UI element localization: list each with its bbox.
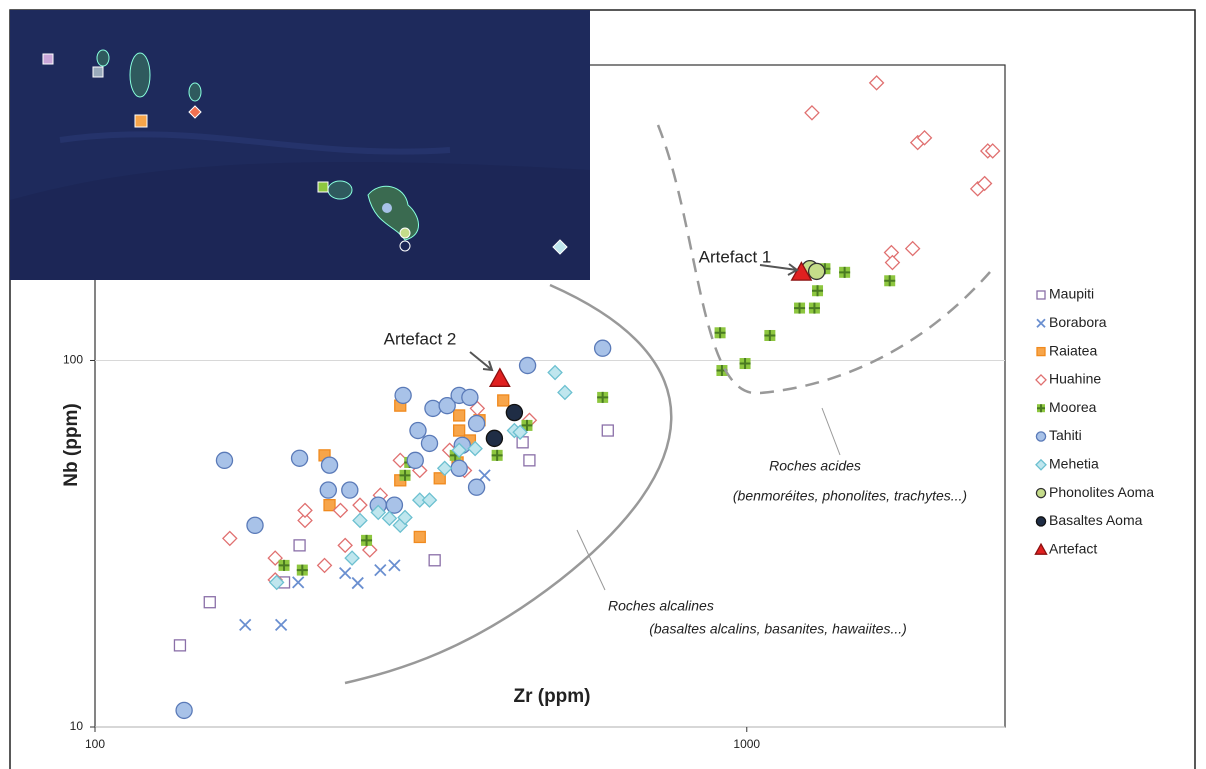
point bbox=[414, 531, 425, 542]
point bbox=[469, 415, 485, 431]
point bbox=[216, 452, 232, 468]
island bbox=[189, 83, 201, 101]
legend-label: Basaltes Aoma bbox=[1049, 512, 1143, 528]
map-inset bbox=[10, 10, 590, 280]
legend-label: Artefact bbox=[1049, 540, 1097, 556]
point bbox=[247, 517, 263, 533]
legend-label: Tahiti bbox=[1049, 427, 1082, 443]
legend-marker bbox=[1036, 489, 1045, 498]
point bbox=[292, 450, 308, 466]
point bbox=[486, 430, 502, 446]
legend-marker bbox=[1036, 432, 1045, 441]
map-marker bbox=[382, 203, 392, 213]
point bbox=[294, 540, 305, 551]
legend-label: Borabora bbox=[1049, 314, 1107, 330]
y-tick-label: 100 bbox=[63, 353, 83, 367]
point bbox=[407, 452, 423, 468]
point bbox=[595, 340, 611, 356]
point bbox=[794, 303, 805, 314]
y-axis-title: Nb (ppm) bbox=[61, 403, 82, 486]
point bbox=[361, 535, 372, 546]
point bbox=[740, 358, 751, 369]
point bbox=[395, 387, 411, 403]
legend-marker bbox=[1037, 291, 1045, 299]
legend-marker bbox=[1037, 348, 1045, 356]
map-marker bbox=[135, 115, 147, 127]
legend-label: Moorea bbox=[1049, 399, 1097, 415]
chart: Zr (ppm) Nb (ppm) Artefact 1 Artefact 2 … bbox=[0, 0, 1206, 769]
x-tick-label: 1000 bbox=[733, 737, 760, 751]
point bbox=[279, 560, 290, 571]
point bbox=[451, 460, 467, 476]
map-marker bbox=[318, 182, 328, 192]
annotation: Artefact 1 bbox=[699, 247, 772, 266]
legend-label: Maupiti bbox=[1049, 286, 1094, 302]
legend-label: Raiatea bbox=[1049, 342, 1097, 358]
annotation: Roches acides bbox=[769, 458, 861, 474]
point bbox=[297, 565, 308, 576]
point bbox=[884, 275, 895, 286]
point bbox=[176, 702, 192, 718]
point bbox=[324, 500, 335, 511]
point bbox=[520, 357, 536, 373]
point bbox=[421, 435, 437, 451]
annotation: Artefact 2 bbox=[384, 329, 457, 348]
annotation: Roches alcalines bbox=[608, 598, 714, 614]
point bbox=[839, 267, 850, 278]
point bbox=[320, 482, 336, 498]
point bbox=[812, 285, 823, 296]
point bbox=[597, 392, 608, 403]
legend-label: Huahine bbox=[1049, 371, 1101, 387]
island bbox=[328, 181, 352, 199]
island bbox=[97, 50, 109, 66]
point bbox=[715, 327, 726, 338]
point bbox=[321, 457, 337, 473]
legend-label: Mehetia bbox=[1049, 456, 1099, 472]
map-marker bbox=[93, 67, 103, 77]
point bbox=[174, 640, 185, 651]
x-tick-label: 100 bbox=[85, 737, 105, 751]
point bbox=[492, 450, 503, 461]
point bbox=[386, 497, 402, 513]
map-marker bbox=[400, 228, 410, 238]
point bbox=[410, 422, 426, 438]
x-axis-title: Zr (ppm) bbox=[513, 686, 590, 707]
point bbox=[506, 405, 522, 421]
point bbox=[764, 330, 775, 341]
point bbox=[429, 555, 440, 566]
point bbox=[454, 410, 465, 421]
legend-marker bbox=[1036, 517, 1045, 526]
annotation: (basaltes alcalins, basanites, hawaiites… bbox=[649, 621, 907, 637]
point bbox=[454, 425, 465, 436]
island bbox=[130, 53, 150, 97]
legend-marker bbox=[1037, 404, 1045, 412]
point bbox=[342, 482, 358, 498]
point bbox=[809, 303, 820, 314]
point bbox=[425, 400, 441, 416]
point bbox=[462, 389, 478, 405]
point bbox=[498, 395, 509, 406]
point bbox=[204, 597, 215, 608]
point bbox=[602, 425, 613, 436]
legend-label: Phonolites Aoma bbox=[1049, 484, 1154, 500]
map-marker bbox=[43, 54, 53, 64]
y-tick-label: 10 bbox=[70, 719, 84, 733]
point bbox=[809, 263, 825, 279]
point bbox=[400, 470, 411, 481]
point bbox=[469, 479, 485, 495]
point bbox=[524, 455, 535, 466]
annotation: (benmoréites, phonolites, trachytes...) bbox=[733, 488, 967, 504]
